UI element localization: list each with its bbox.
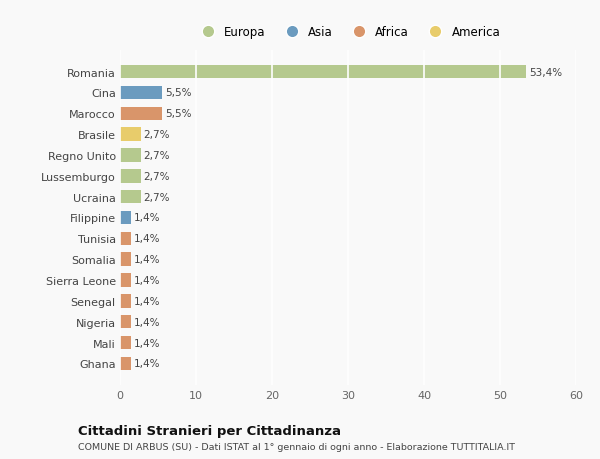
- Legend: Europa, Asia, Africa, America: Europa, Asia, Africa, America: [192, 23, 504, 43]
- Bar: [120, 232, 131, 246]
- Text: 1,4%: 1,4%: [134, 255, 160, 264]
- Bar: [120, 294, 131, 308]
- Bar: [120, 86, 162, 100]
- Bar: [120, 190, 140, 204]
- Text: 1,4%: 1,4%: [134, 275, 160, 285]
- Bar: [120, 315, 131, 329]
- Text: 5,5%: 5,5%: [165, 109, 191, 119]
- Bar: [120, 336, 131, 350]
- Bar: [120, 149, 140, 162]
- Text: COMUNE DI ARBUS (SU) - Dati ISTAT al 1° gennaio di ogni anno - Elaborazione TUTT: COMUNE DI ARBUS (SU) - Dati ISTAT al 1° …: [78, 442, 515, 451]
- Text: 1,4%: 1,4%: [134, 213, 160, 223]
- Text: 1,4%: 1,4%: [134, 338, 160, 348]
- Bar: [120, 357, 131, 370]
- Text: 53,4%: 53,4%: [529, 67, 562, 78]
- Text: 2,7%: 2,7%: [143, 130, 170, 140]
- Bar: [120, 107, 162, 121]
- Text: 2,7%: 2,7%: [143, 151, 170, 161]
- Text: 1,4%: 1,4%: [134, 234, 160, 244]
- Text: 1,4%: 1,4%: [134, 358, 160, 369]
- Text: 2,7%: 2,7%: [143, 172, 170, 181]
- Bar: [120, 170, 140, 183]
- Bar: [120, 211, 131, 225]
- Bar: [120, 253, 131, 266]
- Bar: [120, 274, 131, 287]
- Text: 5,5%: 5,5%: [165, 88, 191, 98]
- Bar: [120, 128, 140, 142]
- Text: 1,4%: 1,4%: [134, 317, 160, 327]
- Text: 2,7%: 2,7%: [143, 192, 170, 202]
- Bar: [120, 66, 526, 79]
- Text: Cittadini Stranieri per Cittadinanza: Cittadini Stranieri per Cittadinanza: [78, 424, 341, 437]
- Text: 1,4%: 1,4%: [134, 296, 160, 306]
